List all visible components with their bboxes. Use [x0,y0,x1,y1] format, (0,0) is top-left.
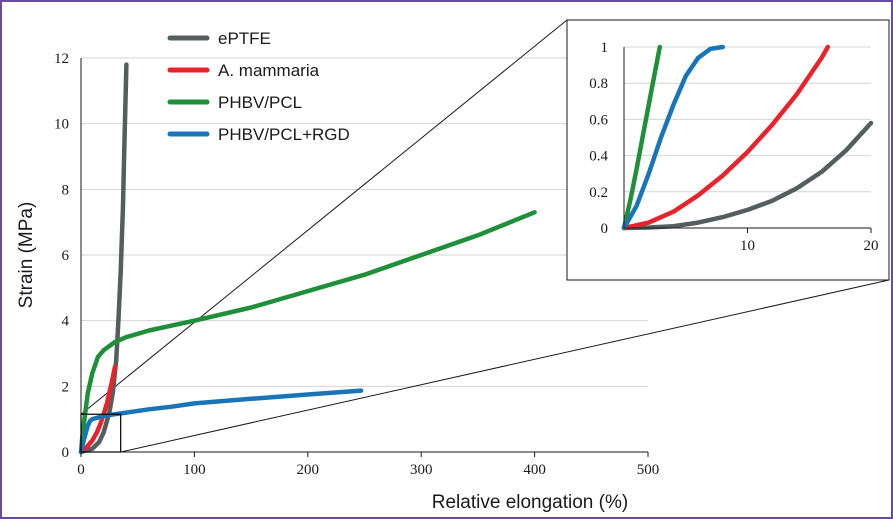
legend-label-1: A. mammaria [218,61,320,80]
main-y-tick-label-2: 4 [62,314,70,330]
main-y-tick-label-1: 2 [62,379,70,395]
x-axis-title: Relative elongation (%) [432,492,628,513]
series-line-phbv-pcl-rgd [78,388,364,455]
y-axis-title: Strain (MPa) [16,202,37,309]
main-series-lines [78,62,537,455]
main-x-tick-label-0: 0 [77,462,85,478]
inset-x-tick-label-0: 10 [740,238,755,254]
inset-chart: 0 0.2 0.4 0.6 0.8 1 10 20 [566,19,890,281]
main-x-tick-label-1: 100 [183,462,206,478]
inset-axes [623,47,872,233]
zoom-connector-bottom [120,279,890,453]
inset-series-line-phbv-pcl-rgd [621,44,726,231]
main-tick-labels: 0 2 4 6 8 10 12 0 100 200 300 400 500 [54,51,659,478]
series-line-a-mammaria [78,364,118,455]
main-x-tick-label-5: 500 [637,462,660,478]
inset-y-tick-label-0: 0 [601,221,609,237]
series-line-phbv-pcl [78,210,537,455]
legend-label-0: ePTFE [218,29,271,48]
inset-y-tick-label-1: 0.2 [589,185,608,201]
inset-gridlines [624,46,871,193]
zoom-connector-lines [80,19,890,453]
inset-series-line-eptfe [621,120,874,231]
inset-frame [566,19,890,281]
main-y-tick-label-3: 6 [62,248,70,264]
main-gridlines [81,57,648,387]
main-x-tick-label-2: 200 [297,462,320,478]
inset-series-line-phbv-pcl [621,44,663,231]
inset-tick-labels: 0 0.2 0.4 0.6 0.8 1 10 20 [589,40,878,254]
legend-label-2: PHBV/PCL [218,93,302,112]
zoom-connector-top [80,19,568,415]
legend-label-3: PHBV/PCL+RGD [218,125,350,144]
inset-y-tick-label-5: 1 [601,40,609,56]
main-y-tick-label-5: 10 [54,117,69,133]
inset-y-tick-label-4: 0.8 [589,76,608,92]
main-x-tick-label-4: 400 [523,462,546,478]
main-axes [80,58,649,457]
main-y-tick-label-4: 8 [62,182,70,198]
inset-series-line-a-mammaria [621,44,831,231]
zoom-region-box [80,413,122,453]
main-y-tick-label-0: 0 [62,445,70,461]
inset-y-tick-label-3: 0.6 [589,112,608,128]
inset-x-tick-label-1: 20 [864,238,879,254]
legend: ePTFE A. mammaria PHBV/PCL PHBV/PCL+RGD [167,29,350,144]
main-y-tick-label-6: 12 [54,51,69,67]
inset-series-lines [621,44,874,231]
inset-y-tick-label-2: 0.4 [589,149,608,165]
main-x-tick-label-3: 300 [410,462,433,478]
